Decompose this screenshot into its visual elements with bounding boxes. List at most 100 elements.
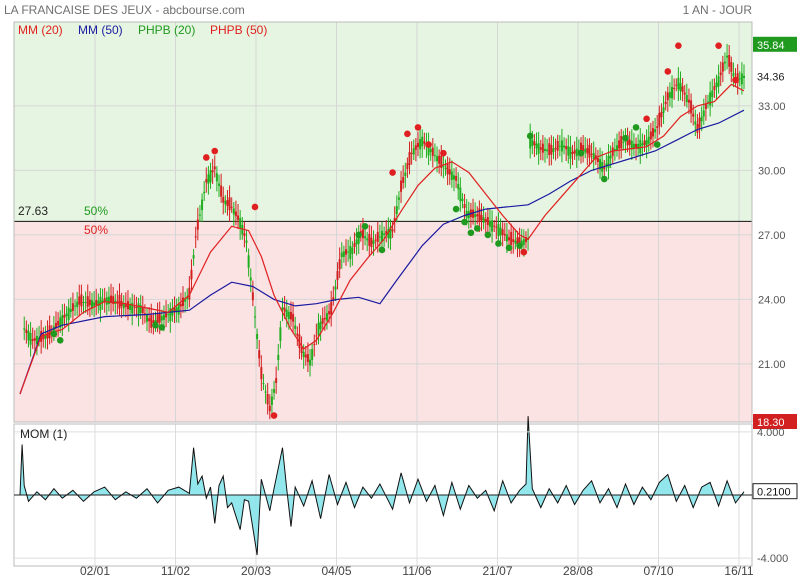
candle-body (279, 327, 282, 341)
candle-body (446, 163, 449, 175)
momentum-value-box (752, 483, 798, 500)
candle-body (387, 228, 390, 239)
candle-body (406, 163, 409, 170)
candle-body (482, 217, 485, 223)
y-tick-label: 21.00 (758, 359, 786, 371)
candle-body (533, 141, 536, 146)
reference-level-label: 27.63 (18, 204, 48, 218)
candle-body (641, 143, 644, 146)
candle-body (156, 314, 159, 324)
candle-body (184, 299, 187, 302)
candle-body (679, 83, 682, 92)
candle-body (63, 314, 66, 318)
candle-body (368, 233, 371, 246)
price-panel: 21.0024.0027.0030.0033.0036.0035.8434.36… (13, 21, 797, 429)
candle-body (613, 148, 616, 150)
candle-body (133, 306, 136, 308)
momentum-title: MOM (1) (20, 427, 67, 441)
momentum-tick-label: -4.000 (757, 553, 788, 565)
phpb20-marker (378, 246, 386, 254)
period-label: 1 AN - JOUR (683, 3, 753, 17)
candle-body (372, 240, 375, 244)
candle-body (203, 191, 206, 194)
candle-body (319, 321, 322, 330)
chart-title: LA FRANCAISE DES JEUX - abcbourse.com (4, 3, 245, 17)
candle-body (510, 231, 513, 245)
y-tick-label: 27.00 (758, 230, 786, 242)
candle-body (196, 219, 199, 230)
candle-body (412, 148, 415, 155)
candle-body (376, 232, 379, 243)
candle-body (683, 92, 686, 95)
candle-body (289, 311, 292, 320)
candle-body (611, 147, 614, 156)
candle-body (103, 298, 106, 303)
candle-body (575, 148, 578, 157)
x-tick-label: 11/06 (402, 564, 431, 578)
candle-body (340, 252, 343, 258)
candle-body (567, 146, 570, 156)
candle-body (535, 143, 538, 149)
phpb20-marker (355, 231, 363, 239)
phpb20-marker (484, 231, 492, 239)
candle-body (584, 148, 587, 153)
candle-body (381, 230, 383, 242)
candle-body (313, 344, 316, 346)
candle-body (27, 331, 30, 341)
candle-body (25, 329, 28, 333)
candle-body (552, 148, 555, 152)
candle-body (690, 100, 693, 114)
candle-body (158, 312, 161, 323)
candle-body (209, 170, 212, 183)
phpb20-marker (622, 134, 629, 142)
candle-body (237, 215, 240, 220)
candle-body (283, 307, 286, 312)
last-price-marker-box (753, 68, 797, 84)
phpb20-marker (50, 330, 58, 338)
candle-body (385, 231, 388, 235)
candle-body (173, 308, 176, 312)
candle-body (126, 301, 129, 310)
candle-body (215, 173, 218, 182)
candle-body (389, 227, 392, 239)
candle-body (277, 354, 280, 361)
candle-body (143, 313, 146, 315)
candle-body (637, 143, 640, 150)
candle-body (48, 325, 51, 339)
candle-body (366, 238, 369, 241)
candle-body (681, 86, 684, 93)
candle-body (692, 113, 695, 117)
candle-body (480, 214, 483, 221)
mm50-line (19, 109, 745, 395)
candle-body (328, 311, 331, 315)
phpb20-marker (158, 324, 166, 331)
candle-body (188, 287, 191, 300)
candle-body (508, 237, 511, 241)
candle-body (463, 204, 466, 209)
candle-body (88, 299, 91, 306)
candle-body (207, 174, 210, 184)
upper-zone (14, 22, 752, 222)
candle-body (497, 224, 500, 236)
candle-body (167, 314, 170, 316)
candle-body (243, 233, 246, 236)
x-tick-label: 04/05 (321, 564, 351, 578)
lower-zone (14, 221, 752, 422)
candle-body (696, 124, 699, 133)
legend-item-mm50: MM (50) (78, 23, 123, 37)
candle-body (330, 302, 333, 315)
momentum-tick-label: 4.000 (757, 427, 785, 439)
candle-body (433, 155, 436, 157)
candle-body (442, 165, 445, 167)
candle-body (431, 147, 434, 156)
candle-body (325, 313, 328, 321)
candle-body (639, 139, 642, 154)
candle-body (607, 155, 610, 169)
candle-body (726, 55, 729, 58)
low-marker-text: 18.30 (757, 417, 785, 429)
candle-body (230, 206, 233, 208)
candle-body (383, 233, 386, 236)
candle-body (730, 62, 733, 72)
candle-body (395, 206, 398, 215)
legend-item-phpb20: PHPB (20) (138, 23, 195, 37)
